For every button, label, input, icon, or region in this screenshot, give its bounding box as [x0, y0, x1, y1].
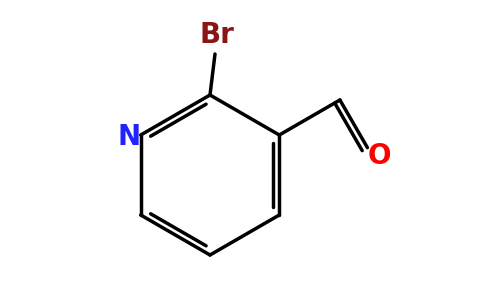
- Text: N: N: [117, 123, 140, 151]
- Text: O: O: [368, 142, 391, 170]
- Text: Br: Br: [199, 21, 234, 49]
